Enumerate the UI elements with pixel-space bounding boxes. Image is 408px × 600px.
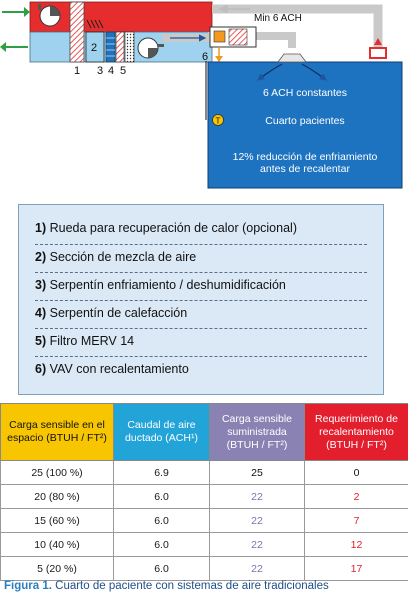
hvac-diagram: 1 3 4 5 2 Min 6 ACH 6 6 ACH constantes C… (0, 1, 403, 189)
vav-damper-icon (213, 30, 226, 43)
cell-reheat: 17 (304, 556, 408, 581)
cell-airflow: 6.0 (113, 508, 210, 533)
heat-recovery-wheel (69, 1, 85, 63)
cell-reheat: 2 (304, 484, 408, 509)
legend-divider (35, 272, 367, 273)
cell-space-load: 15 (60 %) (0, 508, 114, 533)
section-number-4: 4 (108, 65, 114, 77)
figure-caption: Figura 1. Cuarto de paciente con sistema… (4, 580, 329, 592)
header-supplied-load: Carga sensible suministrada (BTUH / FT²) (209, 403, 305, 461)
legend-item-6: 6) VAV con recalentamiento (35, 362, 189, 376)
header-airflow: Caudal de aire ductado (ACH¹) (113, 403, 210, 461)
cell-airflow: 6.0 (113, 556, 210, 581)
cell-space-load: 20 (80 %) (0, 484, 114, 509)
cooling-coil (105, 31, 116, 63)
legend-divider (35, 328, 367, 329)
section-number-1: 1 (74, 65, 80, 77)
cell-reheat: 7 (304, 508, 408, 533)
figure-label: Figura 1. (4, 580, 52, 592)
section-number-5: 5 (120, 65, 126, 77)
room-label: Cuarto pacientes (265, 115, 344, 127)
svg-text:T: T (216, 117, 221, 126)
air-handling-unit (29, 1, 213, 63)
cell-supplied-load: 22 (209, 556, 305, 581)
load-table: Carga sensible en el espacio (BTUH / FT²)… (0, 403, 408, 581)
thermostat-icon: T (212, 114, 224, 126)
table-row: 25 (100 %) 6.9 25 0 (0, 460, 408, 485)
supply-diffuser-icon (277, 53, 307, 63)
cell-airflow: 6.9 (113, 460, 210, 485)
mixing-dampers (86, 19, 104, 29)
cell-reheat: 12 (304, 532, 408, 557)
table-row: 15 (60 %) 6.0 22 7 (0, 508, 408, 533)
reduction-line-2: antes de recalentar (260, 163, 350, 175)
table-row: 5 (20 %) 6.0 22 17 (0, 556, 408, 581)
patient-room (207, 61, 403, 189)
header-space-load: Carga sensible en el espacio (BTUH / FT²) (0, 403, 114, 461)
figure-caption-text: Cuarto de paciente con sistemas de aire … (51, 580, 329, 592)
legend-box: 1) Rueda para recuperación de calor (opc… (18, 204, 384, 395)
table-header-row: Carga sensible en el espacio (BTUH / FT²)… (0, 403, 408, 461)
ach-constant-label: 6 ACH constantes (263, 87, 347, 99)
cell-space-load: 10 (40 %) (0, 532, 114, 557)
table-row: 20 (80 %) 6.0 22 2 (0, 484, 408, 509)
cell-space-load: 5 (20 %) (0, 556, 114, 581)
legend-item-3: 3) Serpentín enfriamiento / deshumidific… (35, 278, 286, 292)
legend-divider (35, 356, 367, 357)
reduction-line-1: 12% reducción de enfriamiento (233, 151, 378, 163)
section-number-2: 2 (91, 42, 97, 54)
legend-divider (35, 300, 367, 301)
reheat-coil-icon (228, 28, 248, 46)
legend-item-1: 1) Rueda para recuperación de calor (opc… (35, 221, 297, 235)
return-grille (369, 47, 387, 59)
cell-airflow: 6.0 (113, 484, 210, 509)
merv-filter (124, 31, 135, 63)
min-ach-label: Min 6 ACH (254, 13, 302, 24)
cell-supplied-load: 25 (209, 460, 305, 485)
cell-supplied-load: 22 (209, 508, 305, 533)
heating-coil (115, 31, 125, 63)
header-reheat: Requerimiento de recalentamiento (BTUH / F… (304, 403, 408, 461)
table-row: 10 (40 %) 6.0 22 12 (0, 532, 408, 557)
supply-fan-icon (137, 37, 164, 59)
cell-reheat: 0 (304, 460, 408, 485)
legend-item-4: 4) Serpentín de calefacción (35, 306, 188, 320)
legend-item-2: 2) Sección de mezcla de aire (35, 250, 197, 264)
outdoor-air-arrows (0, 7, 30, 52)
section-number-3: 3 (97, 65, 103, 77)
mixing-section (85, 31, 105, 63)
return-duct (212, 4, 387, 59)
vav-reheat-box (209, 26, 257, 62)
return-fan-icon (38, 4, 61, 27)
cell-airflow: 6.0 (113, 532, 210, 557)
cell-supplied-load: 22 (209, 532, 305, 557)
legend-item-5: 5) Filtro MERV 14 (35, 334, 135, 348)
vav-number: 6 (202, 51, 208, 63)
cell-supplied-load: 22 (209, 484, 305, 509)
legend-divider (35, 244, 367, 245)
diffuser-airflow-arrows (257, 63, 327, 81)
cell-space-load: 25 (100 %) (0, 460, 114, 485)
